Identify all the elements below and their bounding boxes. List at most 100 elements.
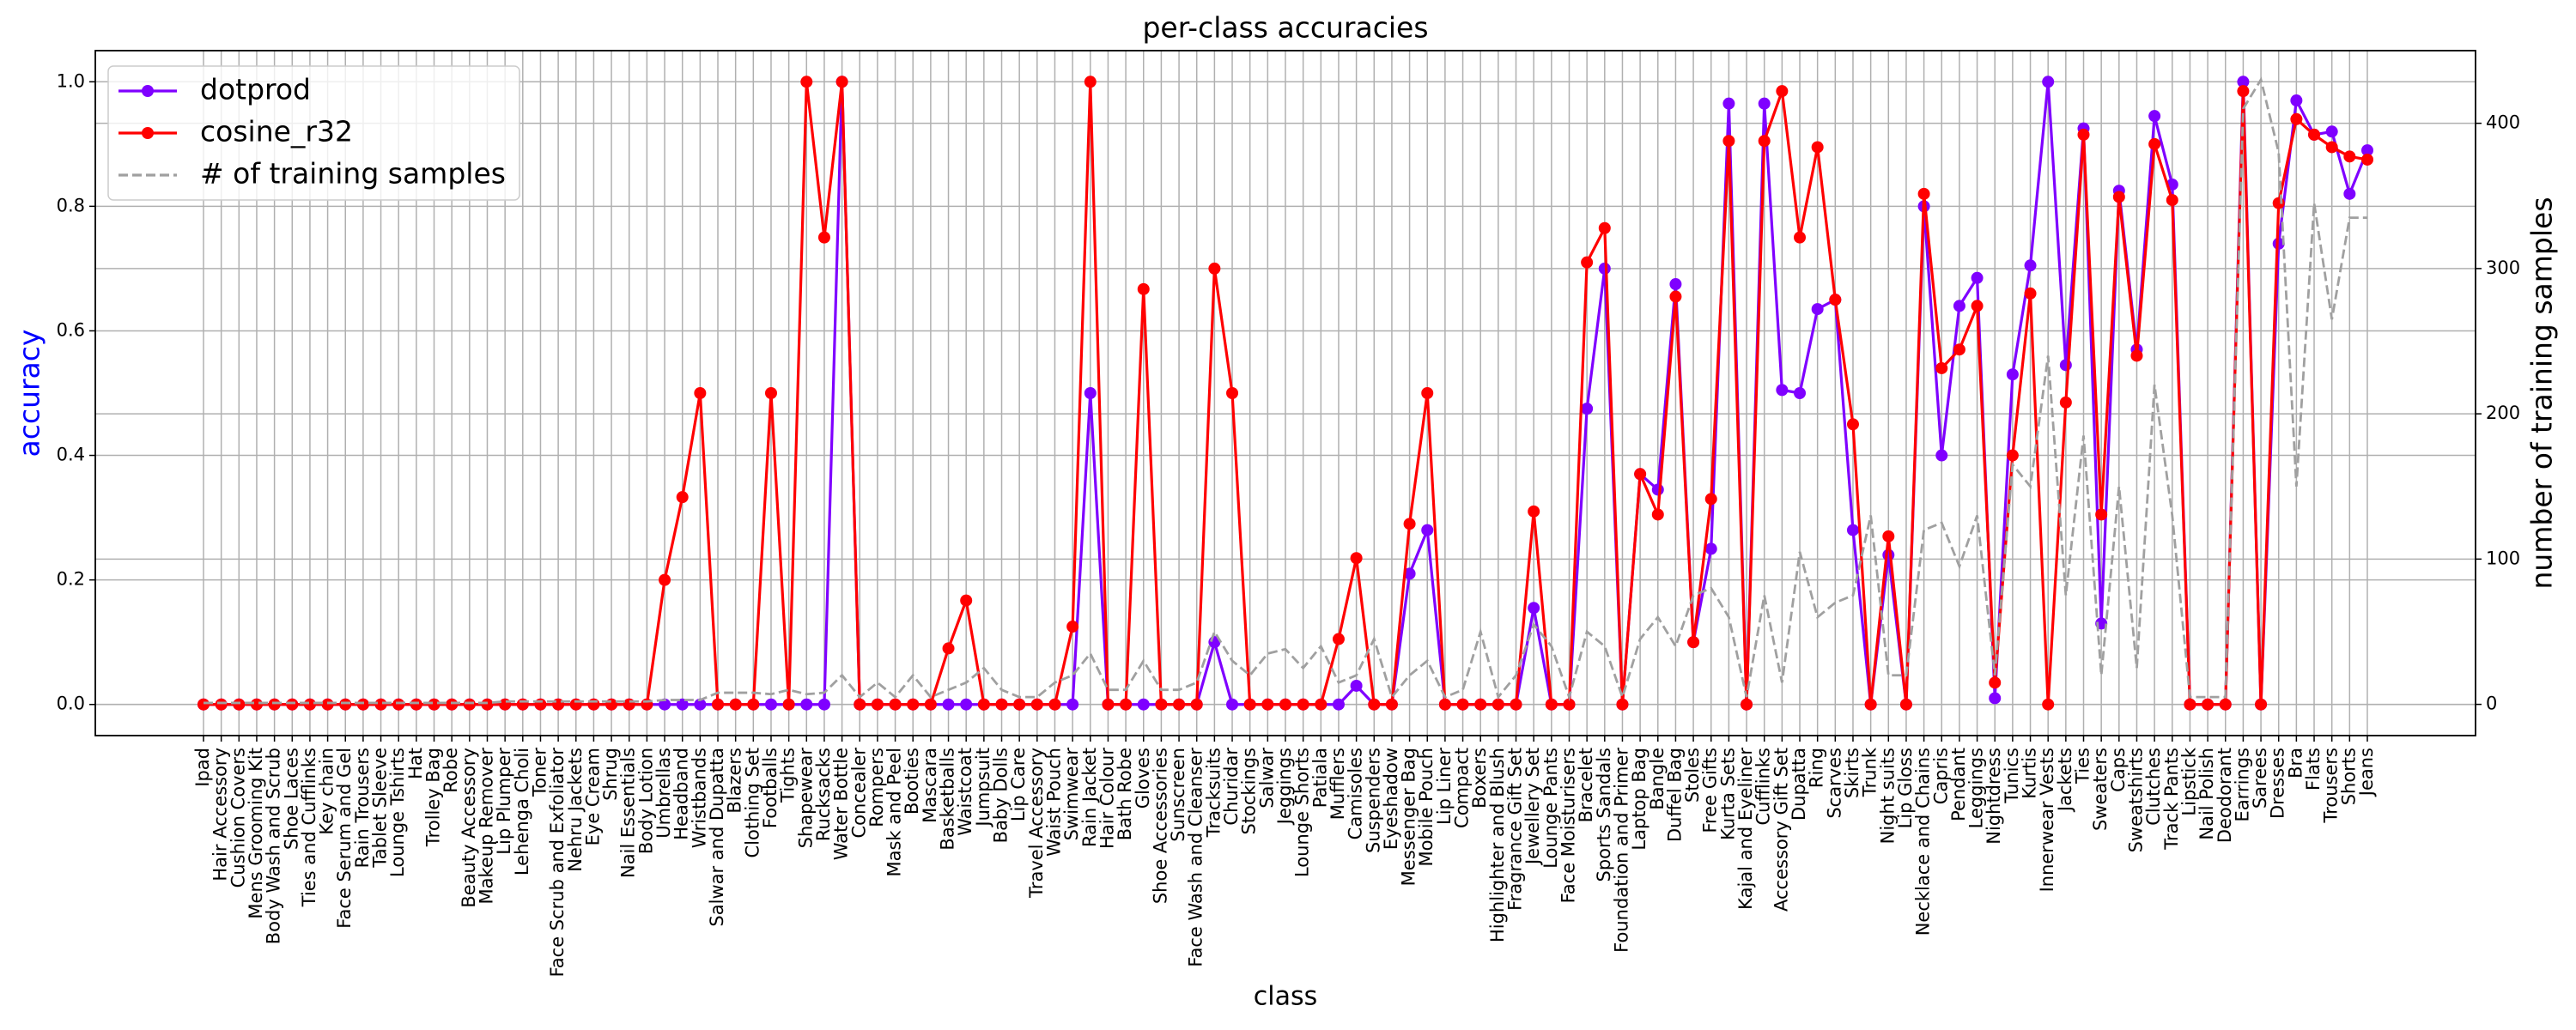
x-tick-label: Water Bottle [831, 748, 852, 860]
y-tick-label: 0.8 [57, 195, 85, 215]
data-point [871, 698, 884, 711]
data-point [1066, 698, 1079, 711]
x-tick-label: Bath Robe [1115, 748, 1135, 840]
legend-marker [142, 85, 154, 97]
data-point [1794, 231, 1807, 244]
data-point [374, 698, 387, 711]
data-point [2148, 137, 2161, 150]
x-tick-label: Fragrance Gift Set [1505, 748, 1526, 911]
data-point [2059, 396, 2072, 409]
data-point [694, 698, 707, 711]
data-point [1971, 300, 1984, 312]
data-point [2361, 153, 2373, 166]
data-point [1332, 633, 1345, 645]
y-tick-label: 0.4 [57, 445, 85, 465]
data-point [197, 698, 210, 711]
data-point [1634, 468, 1647, 481]
data-point [1882, 530, 1895, 542]
data-point [1669, 278, 1682, 291]
x-tick-label: Bangle [1647, 748, 1668, 810]
data-point [1989, 676, 2002, 689]
x-tick-label: Caps [2108, 748, 2129, 792]
data-point [764, 387, 777, 399]
legend-label: # of training samples [200, 157, 506, 191]
x-tick-label: Dupatta [1789, 748, 1809, 821]
y-tick-label: 0.6 [57, 319, 85, 340]
data-point [481, 698, 494, 711]
data-point [2112, 191, 2125, 203]
x-tick-label: Flats [2303, 748, 2324, 791]
data-point [747, 698, 760, 711]
data-point [1102, 698, 1115, 711]
x-tick-label: Innerwear Vests [2037, 748, 2057, 892]
x-tick-label: Laptop Bag [1629, 748, 1649, 851]
data-point [2042, 76, 2055, 88]
data-point [1829, 294, 1842, 306]
x-tick-label: Nail Polish [2196, 748, 2217, 840]
x-tick-label: Footballs [760, 748, 781, 828]
data-point [782, 698, 795, 711]
x-tick-label: Sweaters [2090, 748, 2111, 831]
data-point [2202, 698, 2215, 711]
x-tick-label: Nail Essentials [618, 748, 639, 878]
x-tick-label: Lipstick [2178, 747, 2199, 815]
x-tick-label: Compact [1452, 748, 1473, 828]
x-tick-label: Capris [1930, 748, 1951, 804]
data-point [676, 491, 689, 504]
x-tick-label: Waistcoat [955, 748, 975, 836]
data-point [2361, 144, 2373, 157]
data-point [392, 698, 405, 711]
data-point [2343, 187, 2356, 200]
x-tick-label: Necklace and Chains [1913, 748, 1934, 936]
data-point [2130, 349, 2143, 362]
y2-tick-label: 0 [2486, 694, 2497, 714]
data-point [1279, 698, 1291, 711]
x-tick-label: Pendant [1948, 748, 1969, 821]
data-point [250, 698, 263, 711]
data-point [1953, 300, 1965, 312]
data-point [977, 698, 990, 711]
x-tick-label: Umbrellas [653, 748, 674, 839]
data-point [1173, 698, 1186, 711]
data-point [995, 698, 1008, 711]
x-tick-label: Free Gifts [1700, 748, 1721, 833]
x-tick-label: Shoe Laces [281, 748, 301, 850]
x-tick-label: Night suits [1877, 748, 1898, 844]
x-tick-label: Suspenders [1363, 748, 1383, 853]
data-point [1510, 698, 1522, 711]
x-tick-label: Camisoles [1346, 748, 1366, 839]
data-point [729, 698, 742, 711]
data-point [321, 698, 334, 711]
x-tick-label: Sunscreen [1168, 748, 1188, 842]
x-tick-label: Clothing Set [742, 748, 762, 858]
legend-label: cosine_r32 [200, 115, 353, 148]
x-tick-label: Cufflinks [1753, 748, 1774, 826]
data-point [2272, 237, 2285, 250]
data-point [428, 698, 440, 711]
x-tick-label: Tunics [2002, 748, 2022, 804]
data-point [817, 698, 830, 711]
x-tick-label: Track Pants [2161, 748, 2182, 851]
x-tick-label: Basketballs [938, 748, 958, 851]
series-line [204, 76, 2367, 705]
data-point [1421, 524, 1434, 536]
data-point [446, 698, 459, 711]
data-point [1421, 387, 1434, 399]
data-point [1474, 698, 1487, 711]
x-tick-label: Jeggings [1274, 748, 1295, 826]
data-point [1013, 698, 1026, 711]
data-point [1315, 698, 1327, 711]
x-tick-label: Lip Care [1008, 748, 1029, 821]
data-point [1137, 282, 1150, 295]
data-point [1403, 518, 1416, 530]
data-point [924, 698, 937, 711]
data-point [339, 698, 352, 711]
data-point [1776, 384, 1789, 397]
data-point [2325, 125, 2338, 138]
x-tick-label: Stoles [1682, 748, 1703, 803]
data-point [2095, 508, 2108, 521]
data-point [1616, 698, 1629, 711]
x-tick-label: Messenger Bag [1399, 748, 1419, 886]
data-point [1492, 698, 1504, 711]
x-tick-label: Blazers [725, 748, 745, 814]
